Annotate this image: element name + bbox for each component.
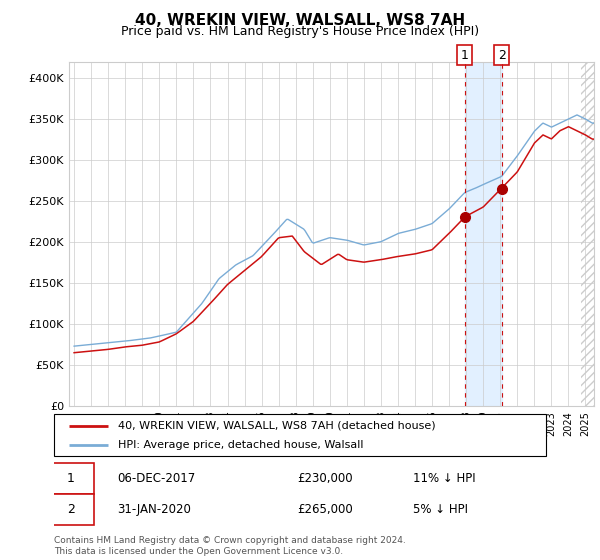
Text: Price paid vs. HM Land Registry's House Price Index (HPI): Price paid vs. HM Land Registry's House … xyxy=(121,25,479,38)
Text: HPI: Average price, detached house, Walsall: HPI: Average price, detached house, Wals… xyxy=(118,440,364,450)
Text: 40, WREKIN VIEW, WALSALL, WS8 7AH: 40, WREKIN VIEW, WALSALL, WS8 7AH xyxy=(135,13,465,28)
Text: 5% ↓ HPI: 5% ↓ HPI xyxy=(413,503,468,516)
Text: 1: 1 xyxy=(461,49,469,62)
Text: £230,000: £230,000 xyxy=(297,472,353,486)
Text: 2: 2 xyxy=(497,49,506,62)
Text: Contains HM Land Registry data © Crown copyright and database right 2024.
This d: Contains HM Land Registry data © Crown c… xyxy=(54,536,406,556)
Text: 11% ↓ HPI: 11% ↓ HPI xyxy=(413,472,476,486)
Text: 06-DEC-2017: 06-DEC-2017 xyxy=(118,472,196,486)
Text: 31-JAN-2020: 31-JAN-2020 xyxy=(118,503,191,516)
Bar xyxy=(581,62,600,406)
FancyBboxPatch shape xyxy=(49,494,94,525)
Text: 2: 2 xyxy=(67,503,75,516)
Text: 1: 1 xyxy=(67,472,75,486)
Bar xyxy=(581,62,600,406)
Text: 40, WREKIN VIEW, WALSALL, WS8 7AH (detached house): 40, WREKIN VIEW, WALSALL, WS8 7AH (detac… xyxy=(118,421,436,431)
Bar xyxy=(465,62,502,406)
FancyBboxPatch shape xyxy=(49,463,94,494)
FancyBboxPatch shape xyxy=(54,414,546,456)
Text: £265,000: £265,000 xyxy=(297,503,353,516)
